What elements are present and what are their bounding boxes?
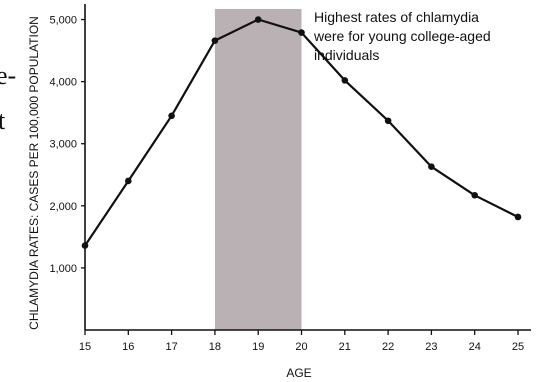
x-ticks: 15 16 17 18 19 20 21 22 23 24 25 <box>79 330 524 353</box>
x-tick-label: 17 <box>165 341 177 353</box>
data-point <box>471 191 479 199</box>
data-point <box>168 112 175 120</box>
data-point <box>254 16 262 23</box>
data-point <box>298 29 305 36</box>
y-tick-label: 1,000 <box>49 263 77 275</box>
annotation-line: individuals <box>314 47 379 63</box>
data-series <box>81 16 522 249</box>
cropped-text-fragment: e- <box>0 61 16 90</box>
y-axis-title: CHLAMYDIA RATES: CASES PER 100,000 POPUL… <box>27 16 41 330</box>
annotation-line: Highest rates of chlamydia <box>314 9 479 25</box>
cropped-text-fragment: t <box>0 106 6 135</box>
data-point <box>125 177 132 185</box>
x-tick-label: 21 <box>339 341 351 353</box>
x-tick-label: 16 <box>122 341 134 353</box>
x-tick-label: 18 <box>209 341 221 353</box>
data-point <box>81 242 89 249</box>
data-point <box>428 163 435 170</box>
annotation-line: were for young college-aged <box>313 28 491 44</box>
y-tick-label: 4,000 <box>49 77 77 89</box>
y-tick-label: 3,000 <box>49 139 77 151</box>
x-tick-label: 23 <box>425 341 437 353</box>
annotation-text: Highest rates of chlamydia were for youn… <box>313 9 495 63</box>
y-tick-label: 2,000 <box>49 201 77 213</box>
x-tick-label: 20 <box>295 341 307 353</box>
x-tick-label: 15 <box>79 341 91 353</box>
x-tick-label: 25 <box>512 341 524 353</box>
highlight-band <box>214 9 302 330</box>
data-point <box>341 77 349 84</box>
y-tick-label: 5,000 <box>49 15 77 27</box>
y-ticks: 1,000 2,000 3,000 4,000 5,000 <box>49 15 85 275</box>
data-point <box>384 117 392 125</box>
data-point <box>514 213 522 221</box>
x-tick-label: 22 <box>382 341 394 353</box>
x-tick-label: 24 <box>469 341 481 353</box>
x-axis-title: AGE <box>286 366 311 380</box>
data-point <box>211 37 219 44</box>
x-tick-label: 19 <box>252 341 264 353</box>
